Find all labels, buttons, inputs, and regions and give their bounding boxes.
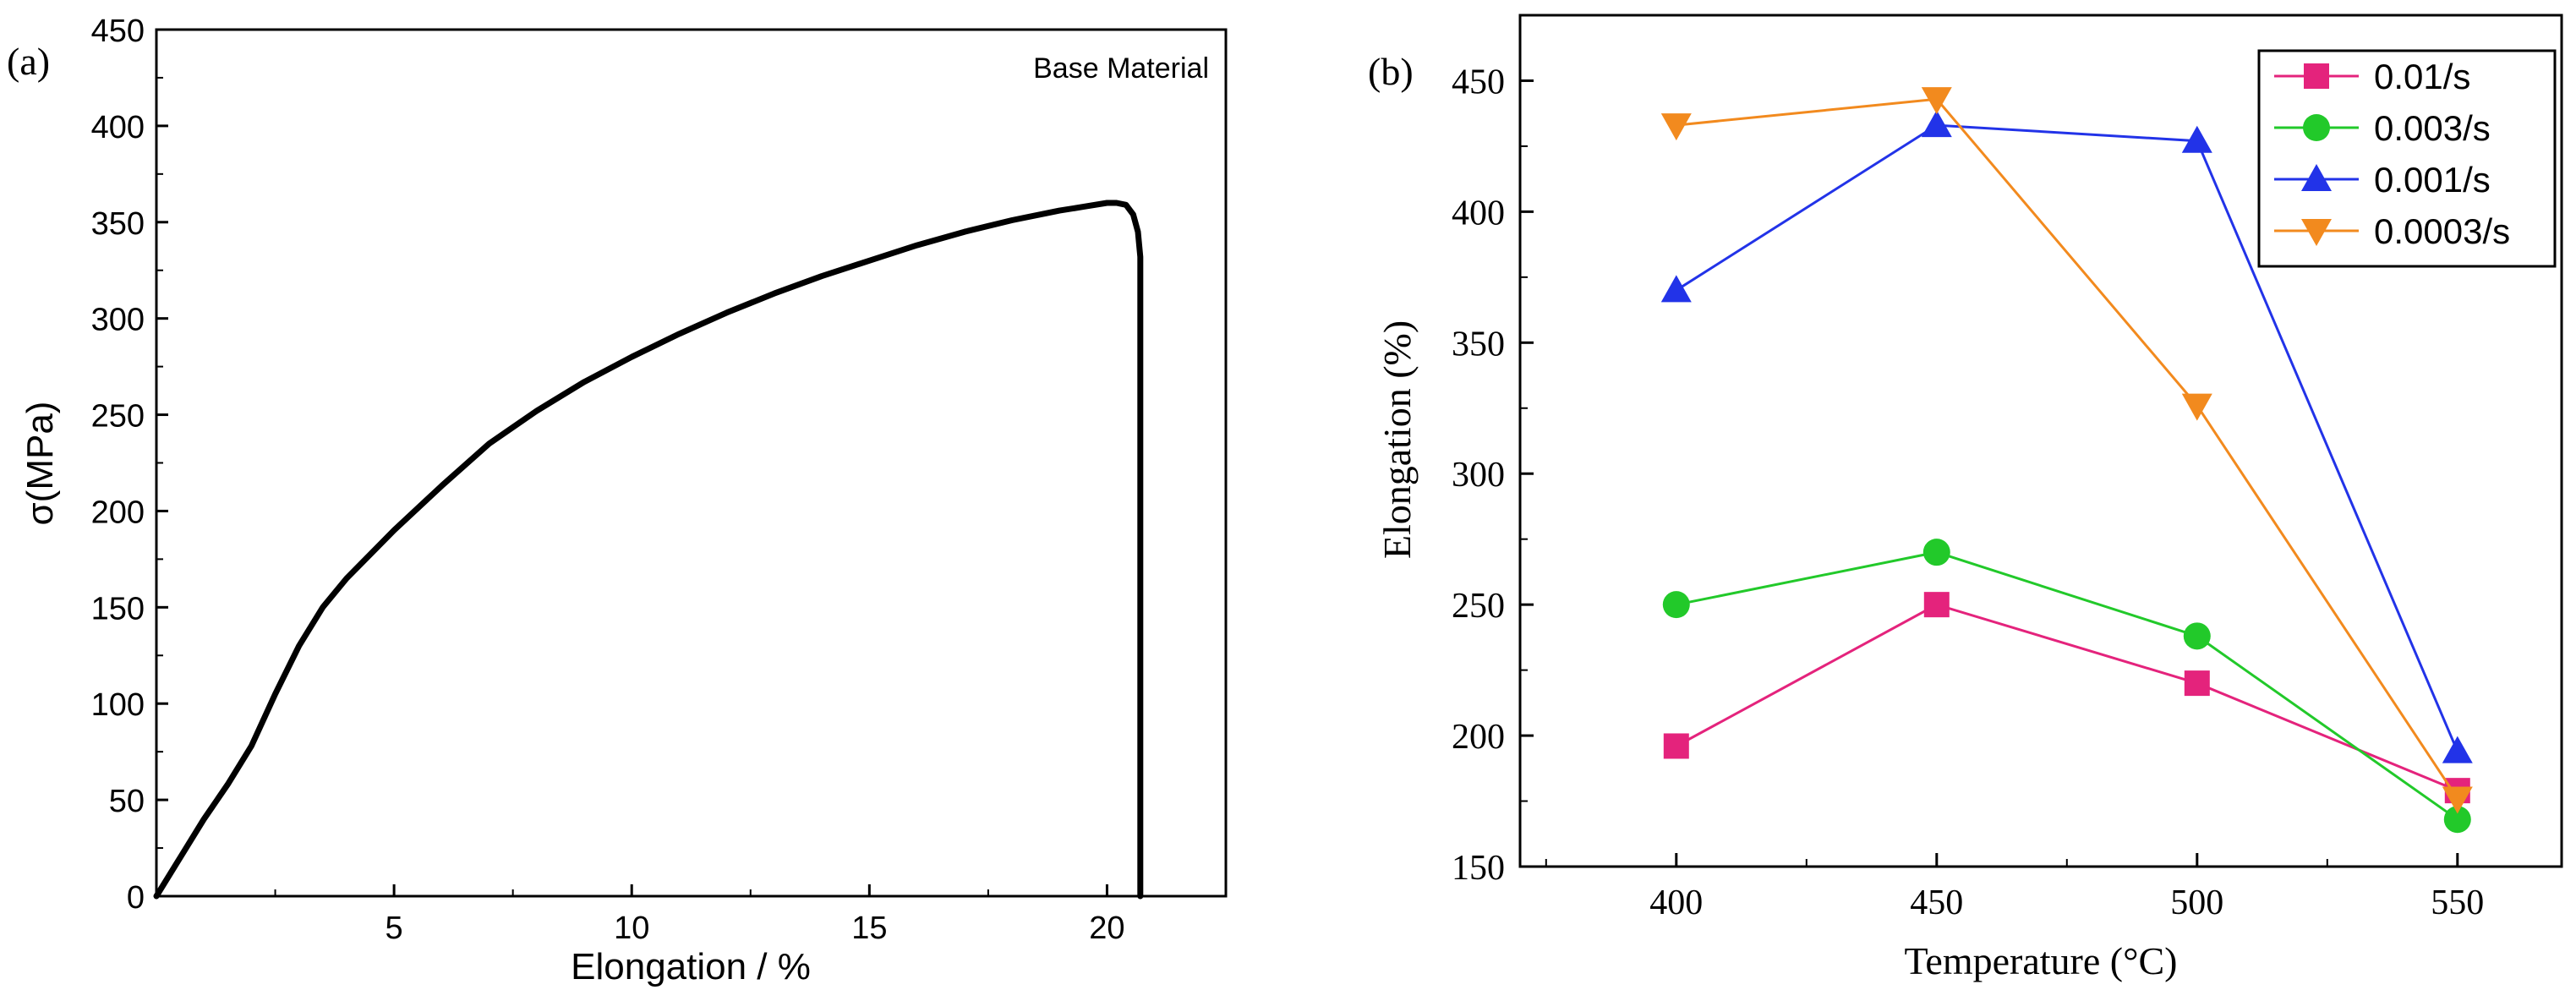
legend-entry: 0.003/s (2274, 108, 2491, 148)
panel-a-y-axis: 0 50 100 150 200 250 300 350 400 450 (91, 14, 168, 916)
y-tick-label: 300 (1452, 456, 1505, 495)
data-point (2183, 622, 2211, 650)
series-line (1676, 550, 2458, 821)
legend-marker (2303, 114, 2330, 141)
panel-b-x-axis: 400 450 500 550 (1545, 853, 2484, 922)
data-point (1662, 591, 1690, 619)
data-point (1923, 592, 1950, 618)
x-tick-label: 500 (2170, 883, 2223, 922)
panel-b-y-axis-label: Elongation (%) (1376, 320, 1419, 559)
data-point (1663, 733, 1689, 759)
legend-entry: 0.0003/s (2274, 211, 2510, 251)
y-tick-label: 100 (91, 687, 145, 723)
legend-label: 0.003/s (2374, 108, 2491, 148)
y-tick-label: 50 (109, 784, 145, 819)
y-tick-label: 450 (91, 14, 145, 49)
legend-marker (2304, 63, 2329, 89)
data-point (1921, 110, 1952, 138)
y-tick-label: 350 (1452, 325, 1505, 364)
panel-a-x-axis: 5 10 15 20 (274, 884, 1125, 946)
x-tick-label: 20 (1089, 911, 1124, 946)
data-point (2442, 786, 2473, 814)
panel-b-legend: 0.01/s 0.003/s 0.001/s 0.0003/s (2257, 49, 2557, 268)
legend-label: 0.01/s (2374, 57, 2470, 96)
y-tick-label: 150 (91, 591, 145, 626)
legend-label: 0.0003/s (2374, 211, 2510, 251)
panel-b-y-axis: 150 200 250 300 350 400 450 (1452, 63, 1534, 888)
series-line (1676, 97, 2459, 800)
panel-a-label: (a) (7, 40, 50, 83)
legend-entry: 0.001/s (2274, 160, 2491, 200)
series-line (1675, 123, 2459, 752)
legend-label: 0.001/s (2374, 160, 2491, 200)
data-point (2443, 806, 2471, 834)
series-0.0003/s (1660, 87, 2473, 814)
panel-b-plot-frame (1518, 14, 2563, 868)
y-tick-label: 150 (1452, 849, 1505, 888)
panel-a-stress-curve (153, 200, 1144, 900)
panel-b-x-axis-label: Temperature (°C) (1905, 939, 2178, 982)
y-tick-label: 0 (127, 880, 145, 916)
y-tick-label: 400 (1452, 194, 1505, 232)
series-0.001/s (1660, 110, 2473, 763)
panel-a-annotation: Base Material (1033, 52, 1209, 85)
y-tick-label: 200 (1452, 718, 1505, 757)
legend-marker (2301, 219, 2332, 246)
y-tick-label: 300 (91, 303, 145, 338)
x-tick-label: 550 (2431, 883, 2484, 922)
data-point (2181, 393, 2212, 421)
x-tick-label: 5 (386, 911, 403, 946)
series-0.003/s (1662, 539, 2471, 834)
panel-b-elongation-chart: (b) 150 200 250 300 350 400 450 400 450 500 550 0… (1368, 14, 2563, 982)
legend-entry: 0.01/s (2274, 57, 2470, 96)
x-tick-label: 400 (1649, 883, 1703, 922)
x-tick-label: 10 (614, 911, 649, 946)
data-point (1660, 275, 1692, 303)
y-tick-label: 250 (91, 399, 145, 435)
legend-marker (2301, 164, 2332, 191)
x-tick-label: 15 (851, 911, 887, 946)
panel-a-y-axis-label: σ(MPa) (19, 402, 61, 526)
series-line (1676, 603, 2458, 792)
panel-a-x-axis-label: Elongation / % (571, 946, 811, 987)
y-tick-label: 400 (91, 110, 145, 145)
data-point (2181, 125, 2212, 153)
y-tick-label: 350 (91, 206, 145, 242)
x-tick-label: 450 (1910, 883, 1963, 922)
y-tick-label: 250 (1452, 587, 1505, 626)
data-point (1660, 113, 1692, 141)
panel-b-series (1660, 87, 2473, 834)
y-tick-label: 450 (1452, 63, 1505, 101)
data-point (2184, 670, 2210, 697)
panel-b-label: (b) (1368, 50, 1414, 93)
data-point (1921, 87, 1952, 115)
y-tick-label: 200 (91, 495, 145, 530)
data-point (2442, 736, 2473, 763)
data-point (1922, 539, 1950, 566)
